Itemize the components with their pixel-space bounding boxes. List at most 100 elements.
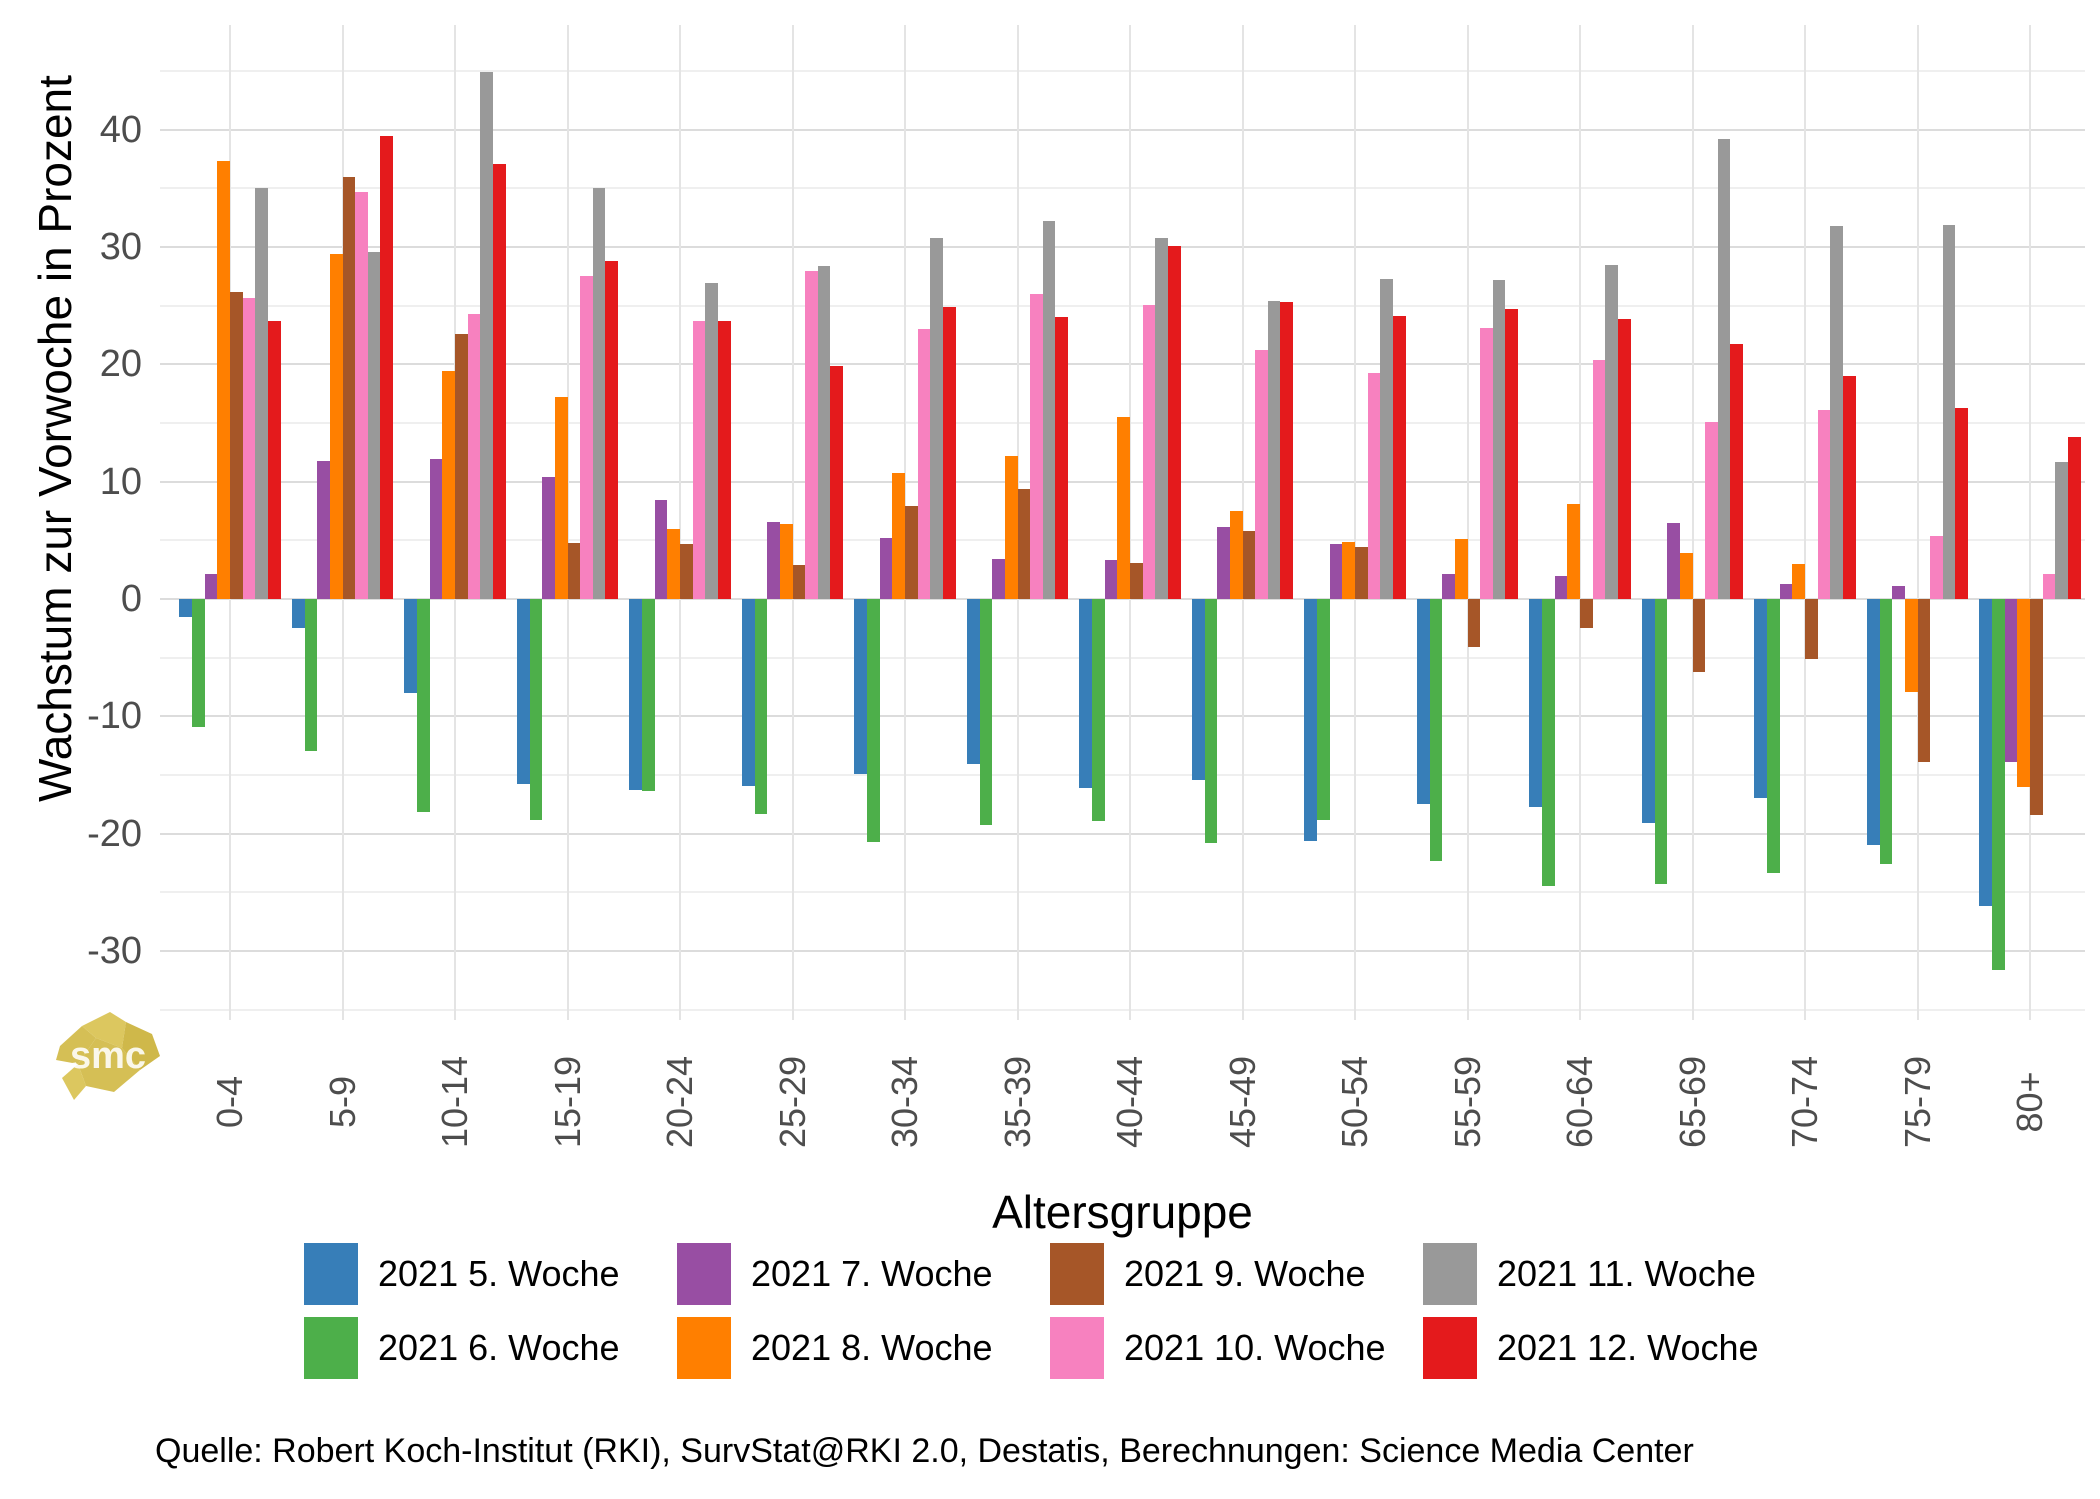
x-axis-title: Altersgruppe bbox=[992, 1186, 1253, 1238]
bar-2021-10-woche-10-14 bbox=[467, 313, 481, 599]
bar-2021-6-woche-0-4 bbox=[192, 599, 205, 727]
bar-2021-7-woche-25-29 bbox=[767, 521, 780, 599]
legend-swatch bbox=[304, 1317, 358, 1379]
gridline-minor bbox=[160, 773, 2085, 776]
logo-facet bbox=[56, 1026, 96, 1064]
bar-2021-8-woche-45-49 bbox=[1229, 511, 1243, 599]
bar-2021-9-woche-55-59 bbox=[1467, 599, 1481, 648]
bar-2021-8-woche-15-19 bbox=[554, 397, 568, 599]
bar-2021-10-woche-30-34 bbox=[917, 329, 931, 599]
legend-label: 2021 8. Woche bbox=[751, 1327, 993, 1368]
bar-2021-10-woche-45-49 bbox=[1255, 350, 1268, 599]
gridline-major bbox=[160, 246, 2085, 249]
bar-2021-11-woche-75-79 bbox=[1942, 224, 1956, 599]
bar-2021-11-woche-55-59 bbox=[1492, 279, 1506, 599]
legend-item-2021-11-woche: 2021 11. Woche bbox=[1423, 1242, 1796, 1306]
x-tick-label-75-79: 75-79 bbox=[1896, 1055, 1938, 1149]
bar-2021-9-woche-70-74 bbox=[1805, 599, 1818, 659]
bar-2021-8-woche-65-69 bbox=[1679, 553, 1693, 599]
bar-2021-9-woche-40-44 bbox=[1130, 562, 1143, 599]
bar-2021-12-woche-15-19 bbox=[605, 261, 619, 599]
bar-2021-12-woche-20-24 bbox=[717, 320, 731, 599]
bar-2021-9-woche-75-79 bbox=[1917, 599, 1931, 763]
logo-facet bbox=[78, 1038, 140, 1092]
bar-2021-7-woche-65-69 bbox=[1667, 522, 1680, 599]
y-tick-label: 10 bbox=[99, 460, 142, 503]
x-tick-label-60-64: 60-64 bbox=[1559, 1055, 1600, 1149]
gridline-major bbox=[160, 363, 2085, 366]
bar-2021-9-woche-45-49 bbox=[1242, 530, 1256, 599]
bar-2021-6-woche-45-49 bbox=[1204, 599, 1218, 843]
bar-2021-5-woche-35-39 bbox=[966, 599, 980, 765]
bar-2021-9-woche-25-29 bbox=[792, 564, 806, 599]
logo-text: smc bbox=[70, 1035, 146, 1077]
bar-2021-10-woche-20-24 bbox=[692, 320, 706, 599]
bar-2021-6-woche-65-69 bbox=[1654, 599, 1668, 885]
bar-2021-5-woche-80+ bbox=[1979, 599, 1993, 907]
bar-2021-7-woche-30-34 bbox=[879, 538, 893, 599]
bar-2021-5-woche-40-44 bbox=[1079, 599, 1093, 788]
legend-item-2021-9-woche: 2021 9. Woche bbox=[1050, 1242, 1423, 1306]
bar-2021-5-woche-65-69 bbox=[1641, 599, 1655, 824]
bar-2021-9-woche-10-14 bbox=[455, 333, 468, 599]
bar-2021-5-woche-10-14 bbox=[404, 599, 418, 693]
y-tick-label: 40 bbox=[99, 108, 142, 151]
bar-2021-7-woche-60-64 bbox=[1554, 575, 1568, 599]
bar-2021-11-woche-45-49 bbox=[1267, 301, 1281, 599]
bar-2021-8-woche-5-9 bbox=[329, 254, 343, 599]
legend-item-2021-12-woche: 2021 12. Woche bbox=[1423, 1316, 1796, 1380]
legend-label: 2021 12. Woche bbox=[1497, 1327, 1759, 1368]
bar-2021-10-woche-40-44 bbox=[1142, 304, 1156, 599]
x-tick-label-80+: 80+ bbox=[2009, 1071, 2050, 1133]
bar-2021-7-woche-80+ bbox=[2004, 599, 2018, 763]
gridline-vertical bbox=[791, 25, 794, 1020]
logo-facet bbox=[82, 1012, 126, 1048]
bar-2021-7-woche-35-39 bbox=[992, 559, 1005, 599]
x-tick-label-20-24: 20-24 bbox=[659, 1055, 700, 1149]
x-tick-label-5-9: 5-9 bbox=[321, 1075, 363, 1129]
bar-2021-5-woche-0-4 bbox=[179, 599, 193, 617]
bar-2021-10-woche-60-64 bbox=[1592, 359, 1606, 599]
bar-2021-12-woche-70-74 bbox=[1842, 376, 1856, 599]
legend-item-2021-6-woche: 2021 6. Woche bbox=[304, 1316, 677, 1380]
bar-2021-8-woche-35-39 bbox=[1004, 455, 1018, 599]
legend-item-2021-8-woche: 2021 8. Woche bbox=[677, 1316, 1050, 1380]
bar-2021-9-woche-50-54 bbox=[1355, 547, 1368, 599]
bar-2021-11-woche-70-74 bbox=[1830, 225, 1843, 599]
bar-2021-9-woche-15-19 bbox=[567, 542, 581, 599]
x-tick-label-10-14: 10-14 bbox=[434, 1055, 475, 1149]
bar-2021-11-woche-50-54 bbox=[1380, 278, 1393, 599]
legend-item-2021-7-woche: 2021 7. Woche bbox=[677, 1242, 1050, 1306]
gridline-vertical bbox=[1691, 25, 1694, 1020]
bar-2021-7-woche-15-19 bbox=[542, 477, 555, 599]
gridline-minor bbox=[160, 304, 2085, 307]
bar-2021-12-woche-0-4 bbox=[267, 320, 281, 599]
x-tick-label-65-69: 65-69 bbox=[1671, 1055, 1713, 1149]
legend-label: 2021 5. Woche bbox=[378, 1253, 620, 1294]
bar-2021-10-woche-25-29 bbox=[805, 270, 818, 599]
bar-2021-8-woche-70-74 bbox=[1792, 563, 1805, 599]
gridline-vertical bbox=[1466, 25, 1469, 1020]
bar-2021-11-woche-5-9 bbox=[367, 251, 381, 599]
y-tick-label: -30 bbox=[87, 929, 142, 972]
bar-2021-11-woche-35-39 bbox=[1042, 221, 1056, 599]
bar-2021-6-woche-5-9 bbox=[304, 599, 318, 752]
bar-2021-6-woche-40-44 bbox=[1092, 599, 1105, 821]
bar-2021-7-woche-55-59 bbox=[1442, 574, 1455, 599]
gridline-vertical bbox=[2029, 25, 2031, 1020]
gridline-vertical bbox=[1804, 25, 1806, 1020]
bar-2021-8-woche-80+ bbox=[2017, 599, 2030, 787]
bar-2021-10-woche-75-79 bbox=[1930, 535, 1943, 599]
bar-2021-12-woche-60-64 bbox=[1617, 318, 1631, 599]
bar-2021-10-woche-15-19 bbox=[580, 276, 593, 599]
x-tick-label-25-29: 25-29 bbox=[771, 1055, 813, 1149]
bar-2021-6-woche-15-19 bbox=[529, 599, 543, 820]
bar-2021-7-woche-40-44 bbox=[1104, 560, 1118, 599]
gridline-major bbox=[160, 949, 2085, 952]
bar-2021-6-woche-10-14 bbox=[417, 599, 430, 813]
bar-2021-12-woche-5-9 bbox=[380, 135, 394, 599]
bar-2021-10-woche-5-9 bbox=[355, 191, 368, 599]
source-caption: Quelle: Robert Koch-Institut (RKI), Surv… bbox=[155, 1432, 1694, 1470]
legend-label: 2021 6. Woche bbox=[378, 1327, 620, 1368]
